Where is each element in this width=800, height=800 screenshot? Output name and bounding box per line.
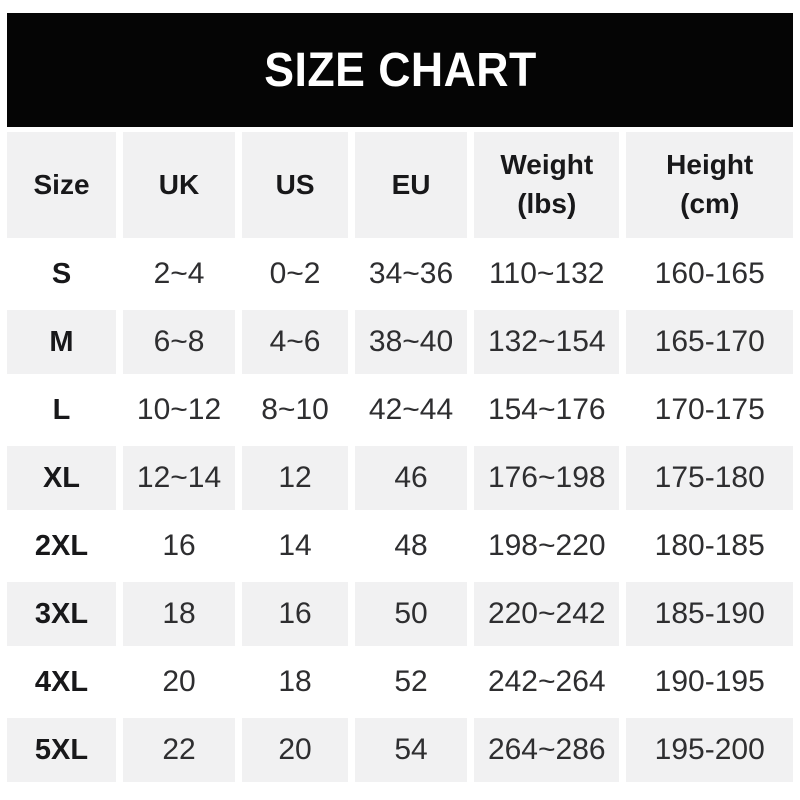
cell-weight: 220~242 xyxy=(474,582,620,646)
cell-eu: 38~40 xyxy=(355,310,468,374)
col-header-label: UK xyxy=(158,168,200,200)
cell-eu: 46 xyxy=(355,446,468,510)
col-header-sub: (cm) xyxy=(680,188,740,219)
cell-weight: 198~220 xyxy=(474,514,620,578)
cell-us: 4~6 xyxy=(242,310,349,374)
cell-size: M xyxy=(7,310,117,374)
cell-height: 175-180 xyxy=(626,446,793,510)
cell-height: 180-185 xyxy=(626,514,793,578)
cell-weight: 264~286 xyxy=(474,718,620,782)
cell-size: 2XL xyxy=(7,514,117,578)
col-header-uk: UK xyxy=(123,132,236,238)
cell-uk: 6~8 xyxy=(123,310,236,374)
col-header-eu: EU xyxy=(355,132,468,238)
cell-us: 14 xyxy=(242,514,349,578)
col-header-sub: (lbs) xyxy=(517,188,577,219)
cell-uk: 22 xyxy=(123,718,236,782)
cell-weight: 154~176 xyxy=(474,378,620,442)
cell-us: 18 xyxy=(242,650,349,714)
col-header-label: Size xyxy=(33,168,90,200)
cell-height: 160-165 xyxy=(626,242,793,306)
cell-us: 0~2 xyxy=(242,242,349,306)
cell-height: 195-200 xyxy=(626,718,793,782)
cell-size: 4XL xyxy=(7,650,117,714)
cell-weight: 242~264 xyxy=(474,650,620,714)
cell-size: L xyxy=(7,378,117,442)
cell-eu: 52 xyxy=(355,650,468,714)
cell-weight: 110~132 xyxy=(474,242,620,306)
page-title: SIZE CHART xyxy=(263,43,537,97)
cell-uk: 2~4 xyxy=(123,242,236,306)
cell-uk: 16 xyxy=(123,514,236,578)
size-table: Size UK US EU Weight (lbs) Height (cm) xyxy=(7,132,793,782)
cell-eu: 34~36 xyxy=(355,242,468,306)
cell-height: 165-170 xyxy=(626,310,793,374)
cell-weight: 132~154 xyxy=(474,310,620,374)
cell-us: 8~10 xyxy=(242,378,349,442)
cell-eu: 48 xyxy=(355,514,468,578)
cell-uk: 10~12 xyxy=(123,378,236,442)
cell-eu: 42~44 xyxy=(355,378,468,442)
cell-uk: 12~14 xyxy=(123,446,236,510)
cell-uk: 18 xyxy=(123,582,236,646)
cell-weight: 176~198 xyxy=(474,446,620,510)
cell-uk: 20 xyxy=(123,650,236,714)
banner: SIZE CHART xyxy=(7,13,793,127)
col-header-height: Height (cm) xyxy=(626,132,793,238)
cell-size: 5XL xyxy=(7,718,117,782)
cell-size: S xyxy=(7,242,117,306)
cell-height: 185-190 xyxy=(626,582,793,646)
cell-height: 170-175 xyxy=(626,378,793,442)
cell-height: 190-195 xyxy=(626,650,793,714)
cell-us: 16 xyxy=(242,582,349,646)
cell-size: XL xyxy=(7,446,117,510)
cell-us: 12 xyxy=(242,446,349,510)
cell-us: 20 xyxy=(242,718,349,782)
cell-size: 3XL xyxy=(7,582,117,646)
col-header-size: Size xyxy=(7,132,117,238)
col-header-label: Weight xyxy=(500,149,594,181)
col-header-weight: Weight (lbs) xyxy=(474,132,620,238)
col-header-label: EU xyxy=(391,168,431,200)
col-header-label: US xyxy=(275,168,315,200)
col-header-us: US xyxy=(242,132,349,238)
cell-eu: 54 xyxy=(355,718,468,782)
cell-eu: 50 xyxy=(355,582,468,646)
col-header-label: Height xyxy=(666,149,754,181)
